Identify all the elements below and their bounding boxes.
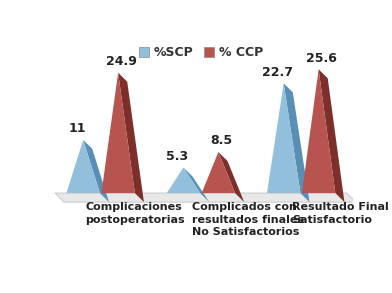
Polygon shape bbox=[118, 73, 144, 202]
Polygon shape bbox=[83, 140, 109, 202]
Polygon shape bbox=[102, 73, 135, 193]
Text: 5.3: 5.3 bbox=[166, 150, 189, 163]
Polygon shape bbox=[167, 168, 200, 193]
Text: Resultado Final no
Satisfactorio: Resultado Final no Satisfactorio bbox=[292, 202, 392, 224]
Text: 8.5: 8.5 bbox=[211, 134, 232, 147]
Polygon shape bbox=[319, 69, 345, 202]
Text: 24.9: 24.9 bbox=[106, 55, 136, 68]
Polygon shape bbox=[302, 69, 335, 193]
Legend: %SCP, % CCP: %SCP, % CCP bbox=[134, 41, 268, 64]
Polygon shape bbox=[67, 140, 100, 193]
Polygon shape bbox=[284, 83, 310, 202]
Polygon shape bbox=[218, 152, 244, 202]
Polygon shape bbox=[55, 193, 356, 202]
Polygon shape bbox=[183, 168, 209, 202]
Polygon shape bbox=[201, 152, 235, 193]
Text: 25.6: 25.6 bbox=[306, 52, 337, 65]
Text: 22.7: 22.7 bbox=[262, 66, 293, 79]
Text: Complicaciones
postoperatorias: Complicaciones postoperatorias bbox=[85, 202, 185, 224]
Polygon shape bbox=[267, 83, 300, 193]
Text: Complicados con
resultados finales
No Satisfactorios: Complicados con resultados finales No Sa… bbox=[192, 202, 304, 237]
Text: 11: 11 bbox=[68, 122, 86, 135]
